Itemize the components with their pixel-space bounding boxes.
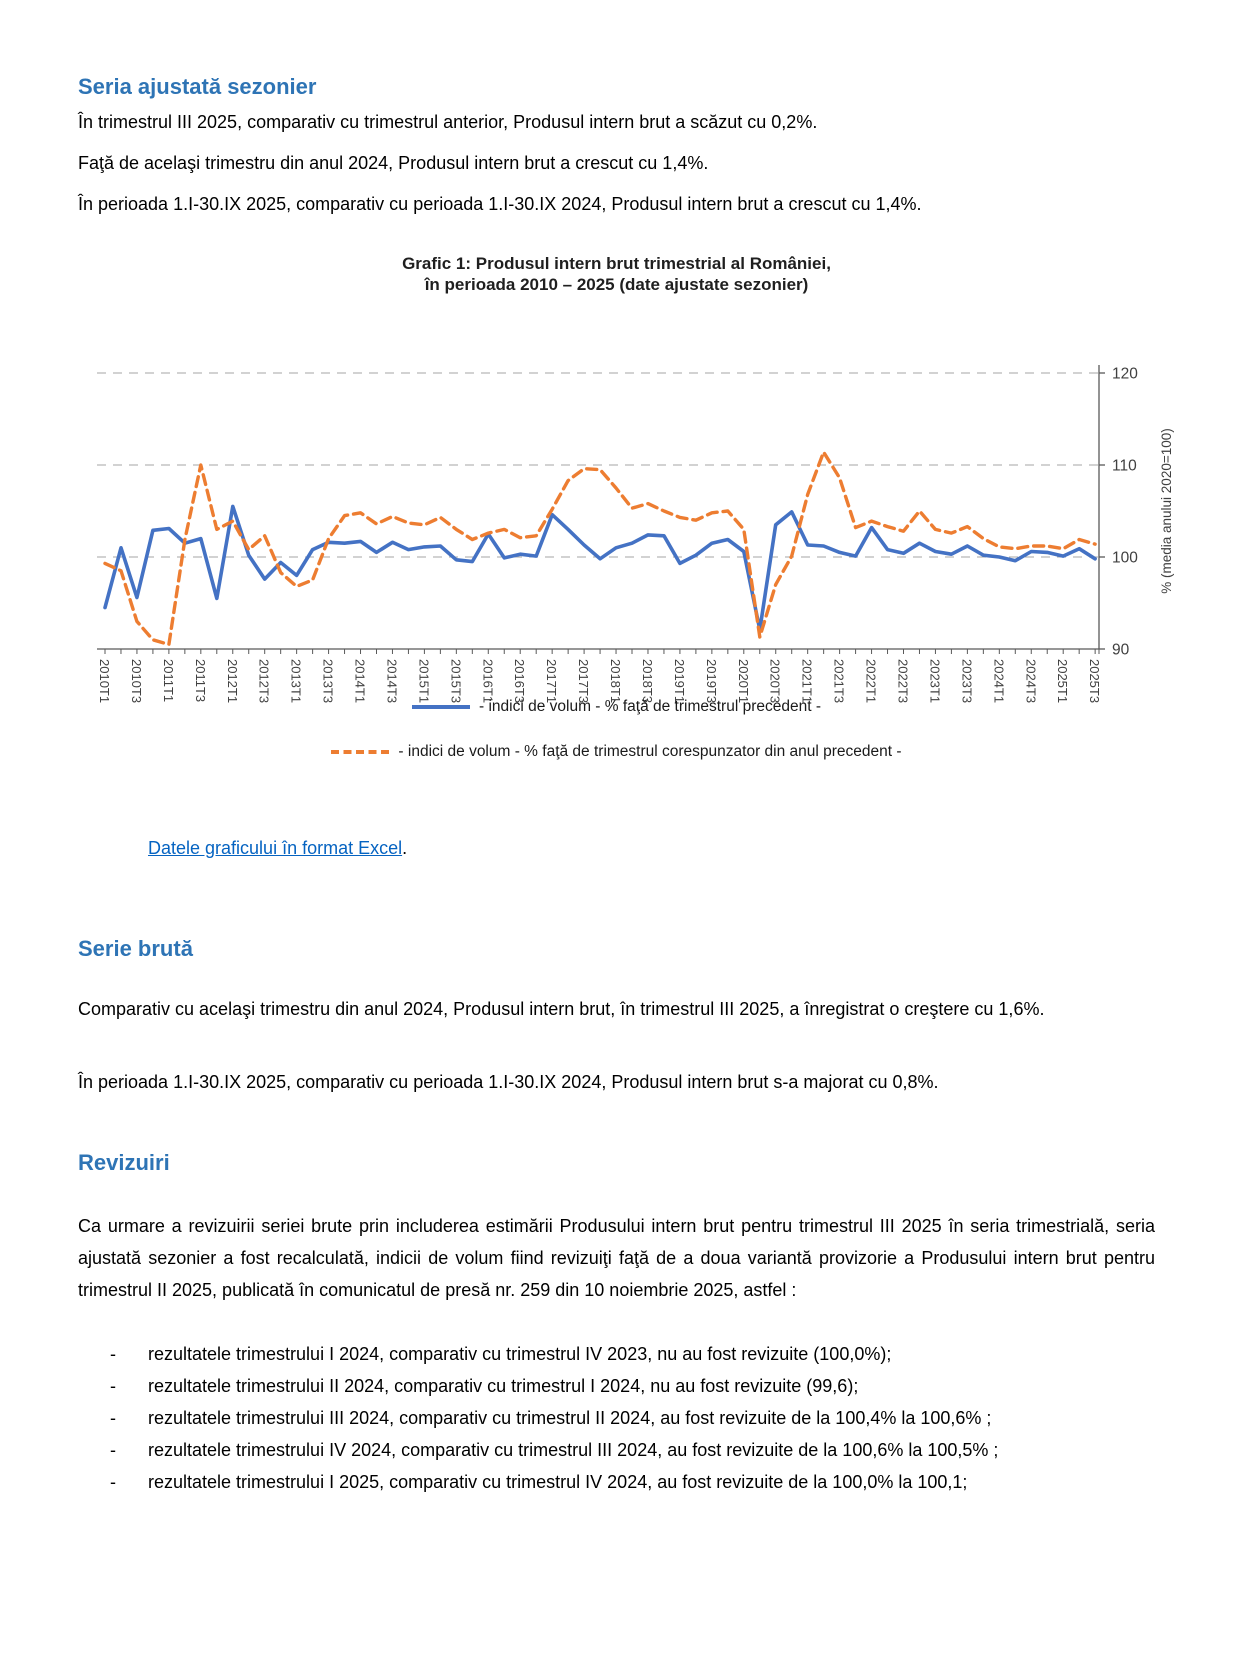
x-tick-label: 2011T3 [193, 659, 208, 702]
x-tick-label: 2025T1 [1055, 659, 1070, 703]
revisions-intro: Ca urmare a revizuirii seriei brute prin… [78, 1216, 1155, 1300]
revision-item-text: rezultatele trimestrului II 2024, compar… [148, 1376, 859, 1396]
x-tick-label: 2013T1 [289, 659, 304, 703]
x-tick-label: 2018T3 [640, 659, 655, 703]
legend-label: - indici de volum - % faţă de trimestrul… [479, 698, 821, 715]
x-tick-label: 2019T3 [704, 659, 719, 703]
bullet-dash: - [110, 1440, 116, 1460]
x-tick-label: 2015T1 [416, 659, 431, 703]
x-tick-label: 2017T1 [544, 659, 559, 703]
legend-line-sample-solid [412, 705, 470, 709]
x-tick-label: 2021T1 [800, 659, 815, 703]
series-line-qoq [103, 504, 1097, 632]
chart-title-line2: în perioada 2010 – 2025 (date ajustate s… [424, 275, 809, 294]
section-heading-gross-series: Serie brută [78, 936, 193, 961]
x-tick-label: 2021T3 [832, 659, 847, 703]
paragraph-qoq-change: În trimestrul III 2025, comparativ cu tr… [78, 112, 818, 132]
series-line-yoy [103, 450, 1097, 647]
excel-link-line: Datele graficului în format Excel. [148, 838, 1048, 859]
x-tick-label: 2016T1 [480, 659, 495, 703]
section-heading-seasonally-adjusted: Seria ajustată sezonier [78, 74, 317, 99]
x-tick-label: 2013T3 [321, 659, 336, 703]
x-tick-label: 2012T1 [225, 659, 240, 703]
x-tick-label: 2014T1 [353, 659, 368, 703]
revision-item-text: rezultatele trimestrului III 2024, compa… [148, 1408, 992, 1428]
chart-title: Grafic 1: Produsul intern brut trimestri… [78, 253, 1155, 295]
x-tick-label: 2023T1 [927, 659, 942, 703]
section-heading-revisions: Revizuiri [78, 1150, 170, 1175]
chart-legend: - indici de volum - % faţă de trimestrul… [78, 698, 1155, 761]
x-tick-label: 2014T3 [384, 659, 399, 703]
gdp-line-chart: 90 100 110 120 2010T1 2010T3 2011T1 2011T3 2012T… [78, 330, 1188, 708]
revision-item: - rezultatele trimestrului II 2024, compa… [110, 1370, 1157, 1402]
bullet-dash: - [110, 1344, 116, 1364]
legend-item: - indici de volum - % faţă de trimestrul… [331, 743, 902, 761]
revision-item: - rezultatele trimestrului III 2024, comp… [110, 1402, 1157, 1434]
y-tick-label: 120 [1112, 366, 1138, 383]
gross-paragraph-period: În perioada 1.I-30.IX 2025, comparativ c… [78, 1072, 939, 1092]
revision-item: - rezultatele trimestrului I 2025, compar… [110, 1466, 1157, 1498]
x-tick-label: 2022T3 [896, 659, 911, 703]
revision-list: - rezultatele trimestrului I 2024, compar… [110, 1338, 1157, 1498]
bullet-dash: - [110, 1408, 116, 1428]
gross-paragraph-yoy: Comparativ cu acelaşi trimestru din anul… [78, 999, 1045, 1019]
x-tick-label: 2024T1 [991, 659, 1006, 703]
y-tick-label: 110 [1112, 458, 1137, 475]
revision-item-text: rezultatele trimestrului I 2025, compara… [148, 1472, 968, 1492]
paragraph-period-change: În perioada 1.I-30.IX 2025, comparativ c… [78, 194, 922, 214]
y-tick-label: 100 [1112, 550, 1138, 567]
x-tick-label: 2016T3 [512, 659, 527, 703]
y-axis-title: % (media anului 2020=100) [1159, 428, 1174, 594]
excel-data-link[interactable]: Datele graficului în format Excel [148, 838, 403, 858]
x-tick-label: 2018T1 [608, 659, 623, 703]
bullet-dash: - [110, 1376, 116, 1396]
x-tick-label: 2023T3 [959, 659, 974, 703]
revision-item: - rezultatele trimestrului I 2024, compar… [110, 1338, 1157, 1370]
legend-label: - indici de volum - % faţă de trimestrul… [398, 743, 902, 760]
x-tick-label: 2010T3 [129, 659, 144, 703]
chart-title-line1: Grafic 1: Produsul intern brut trimestri… [402, 254, 831, 273]
bullet-dash: - [110, 1472, 116, 1492]
x-tick-label: 2019T1 [672, 659, 687, 703]
legend-item: - indici de volum - % faţă de trimestrul… [412, 698, 821, 716]
x-tick-label: 2017T3 [576, 659, 591, 703]
x-tick-label: 2022T1 [864, 659, 879, 703]
x-tick-label: 2024T3 [1023, 659, 1038, 703]
x-tick-label: 2025T3 [1087, 659, 1102, 703]
revision-item-text: rezultatele trimestrului I 2024, compara… [148, 1344, 892, 1364]
x-tick-label: 2020T3 [768, 659, 783, 703]
gdp-chart-svg: 90 100 110 120 2010T1 2010T3 2011T1 2011T3 2012T… [97, 365, 1174, 703]
revision-item: - rezultatele trimestrului IV 2024, compa… [110, 1434, 1157, 1466]
x-tick-label: 2020T1 [736, 659, 751, 703]
x-tick-label: 2010T1 [97, 659, 112, 703]
x-tick-label: 2015T3 [448, 659, 463, 703]
paragraph-yoy-change: Faţă de acelaşi trimestru din anul 2024,… [78, 153, 709, 173]
seasonally-adjusted-paragraphs: În trimestrul III 2025, comparativ cu tr… [78, 110, 1155, 233]
x-tick-label: 2011T1 [161, 659, 176, 702]
excel-link-period: . [402, 838, 408, 858]
y-tick-label: 90 [1112, 642, 1130, 659]
legend-line-sample-dashed [331, 750, 390, 754]
x-tick-label: 2012T3 [257, 659, 272, 703]
revision-item-text: rezultatele trimestrului IV 2024, compar… [148, 1440, 999, 1460]
